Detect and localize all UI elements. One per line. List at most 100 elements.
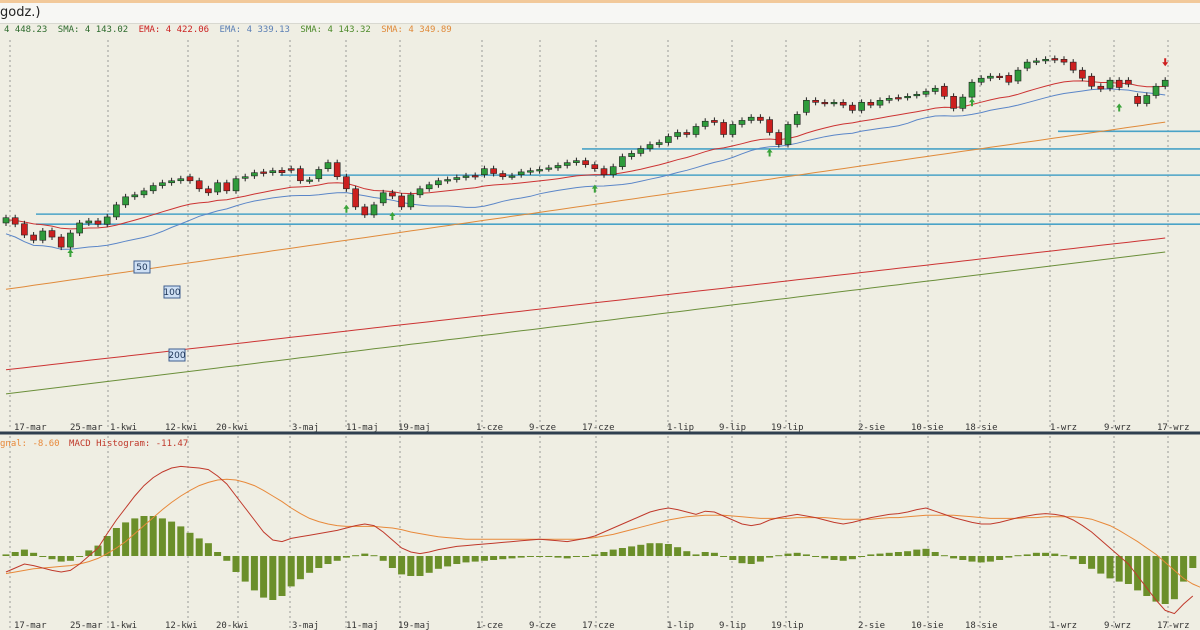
candle-down	[775, 132, 783, 145]
candle-down	[1060, 59, 1068, 63]
macd-histogram-bar	[977, 556, 985, 563]
macd-histogram-bar	[370, 555, 378, 557]
macd-histogram-bar	[103, 536, 111, 556]
sell-arrow-icon	[1162, 58, 1169, 67]
macd-histogram-bar	[628, 546, 636, 556]
indicator-value-sma-green: SMA: 4 143.32	[300, 25, 371, 35]
macd-histogram-bar	[223, 556, 231, 561]
candle-down	[600, 168, 608, 176]
macd-histogram-bar	[950, 556, 958, 559]
x-tick-label: 18-sie	[965, 423, 998, 433]
ma-label: 100	[163, 288, 180, 298]
macd-histogram-bar	[876, 553, 884, 556]
macd-histogram-bar	[186, 532, 194, 556]
macd-histogram-bar	[931, 552, 939, 556]
candle-up	[168, 180, 175, 184]
macd-histogram-bar	[204, 543, 212, 556]
macd-histogram-bar	[168, 521, 176, 556]
candle-down	[1097, 85, 1105, 90]
macd-histogram-bar	[664, 544, 672, 556]
macd-histogram-bar	[398, 556, 406, 575]
candle-down	[205, 188, 212, 194]
ma-label: 200	[168, 351, 185, 361]
candle-up	[241, 176, 249, 179]
macd-histogram-bar	[1161, 556, 1169, 604]
macd-histogram-bar	[416, 556, 424, 576]
candle-up	[508, 175, 516, 178]
x-tick-label: 20-kwi	[216, 423, 249, 433]
x-tick-label: 19-lip	[771, 423, 804, 433]
macd-histogram-bar	[76, 556, 84, 557]
macd-histogram-bar	[66, 556, 74, 561]
macd-histogram-bar	[241, 556, 249, 582]
macd-x-axis: 17-mar 25-mar 1-kwi 12-kwi 20-kwi 3-maj 11-maj…	[14, 621, 1190, 630]
candle-up	[904, 95, 911, 99]
x-tick-label: 9-cze	[529, 423, 556, 433]
candle-up	[1042, 59, 1049, 62]
macd-histogram-bar	[462, 556, 470, 563]
candle-down	[30, 234, 37, 241]
candle-up	[646, 144, 654, 149]
macd-histogram-bar	[149, 516, 157, 556]
x-tick-label: 9-lip	[719, 423, 746, 433]
candle-up	[1023, 61, 1031, 69]
candle-down	[343, 176, 350, 190]
candle-up	[315, 169, 323, 180]
macd-histogram-bar	[683, 551, 691, 556]
macd-histogram-bar	[922, 548, 930, 556]
candle-down	[757, 116, 764, 121]
macd-histogram-bar	[333, 556, 341, 561]
macd-histogram-bar	[674, 547, 682, 556]
x-tick-label: 9-wrz	[1104, 423, 1131, 433]
candle-down	[499, 173, 507, 178]
candle-down	[1079, 69, 1086, 79]
candle-down	[821, 102, 829, 105]
macd-histogram-bar	[195, 538, 203, 556]
candle-up	[435, 180, 442, 186]
macd-histogram-bar	[830, 556, 838, 560]
candle-up	[425, 184, 433, 190]
candle-down	[11, 217, 19, 225]
x-tick-label: 19-maj	[398, 621, 431, 630]
chart-title-bar: godz.)	[0, 3, 1200, 24]
candlesticks	[2, 55, 1169, 251]
macd-histogram-bar	[361, 553, 369, 556]
candle-down	[1069, 61, 1077, 71]
x-tick-label: 25-mar	[70, 621, 103, 630]
x-tick-label: 1-lip	[667, 621, 694, 630]
candle-down	[1134, 95, 1141, 104]
macd-histogram-bar	[646, 543, 654, 556]
macd-histogram-bar	[11, 552, 19, 556]
candle-up	[251, 172, 258, 177]
candle-up	[453, 177, 461, 180]
macd-histogram-bar	[122, 522, 130, 556]
macd-histogram-bar	[112, 528, 120, 556]
candle-up	[858, 102, 865, 111]
buy-arrow-icon	[969, 98, 975, 107]
candle-up	[407, 194, 415, 208]
macd-histogram-bar	[545, 556, 553, 557]
macd-histogram-bar	[572, 556, 580, 557]
x-tick-label: 12-kwi	[165, 423, 198, 433]
x-tick-label: 1-kwi	[110, 423, 137, 433]
macd-histogram-bar	[913, 549, 921, 556]
macd-histogram-bar	[720, 556, 728, 557]
candle-up	[665, 136, 672, 143]
candle-up	[214, 182, 221, 193]
macd-histogram-bar	[729, 556, 737, 560]
macd-histogram-bar	[232, 556, 240, 572]
macd-histogram-bar	[425, 556, 433, 573]
candle-up	[481, 168, 488, 176]
macd-histogram-bar	[1152, 556, 1160, 602]
macd-histogram-bar	[959, 556, 967, 560]
candle-down	[361, 206, 369, 216]
macd-histogram-bar	[821, 556, 829, 559]
macd-histogram-bar	[57, 556, 65, 562]
grid-lines	[9, 40, 1169, 630]
candle-down	[683, 132, 691, 135]
buy-arrow-icon	[591, 184, 598, 193]
buy-arrow-icon	[766, 148, 773, 157]
x-tick-label: 17-wrz	[1157, 423, 1190, 433]
candle-up	[444, 179, 451, 182]
